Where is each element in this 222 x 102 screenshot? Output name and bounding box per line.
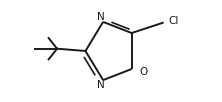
- Text: N: N: [97, 12, 105, 22]
- Text: O: O: [140, 67, 148, 77]
- Text: Cl: Cl: [168, 16, 179, 26]
- Text: N: N: [97, 80, 105, 90]
